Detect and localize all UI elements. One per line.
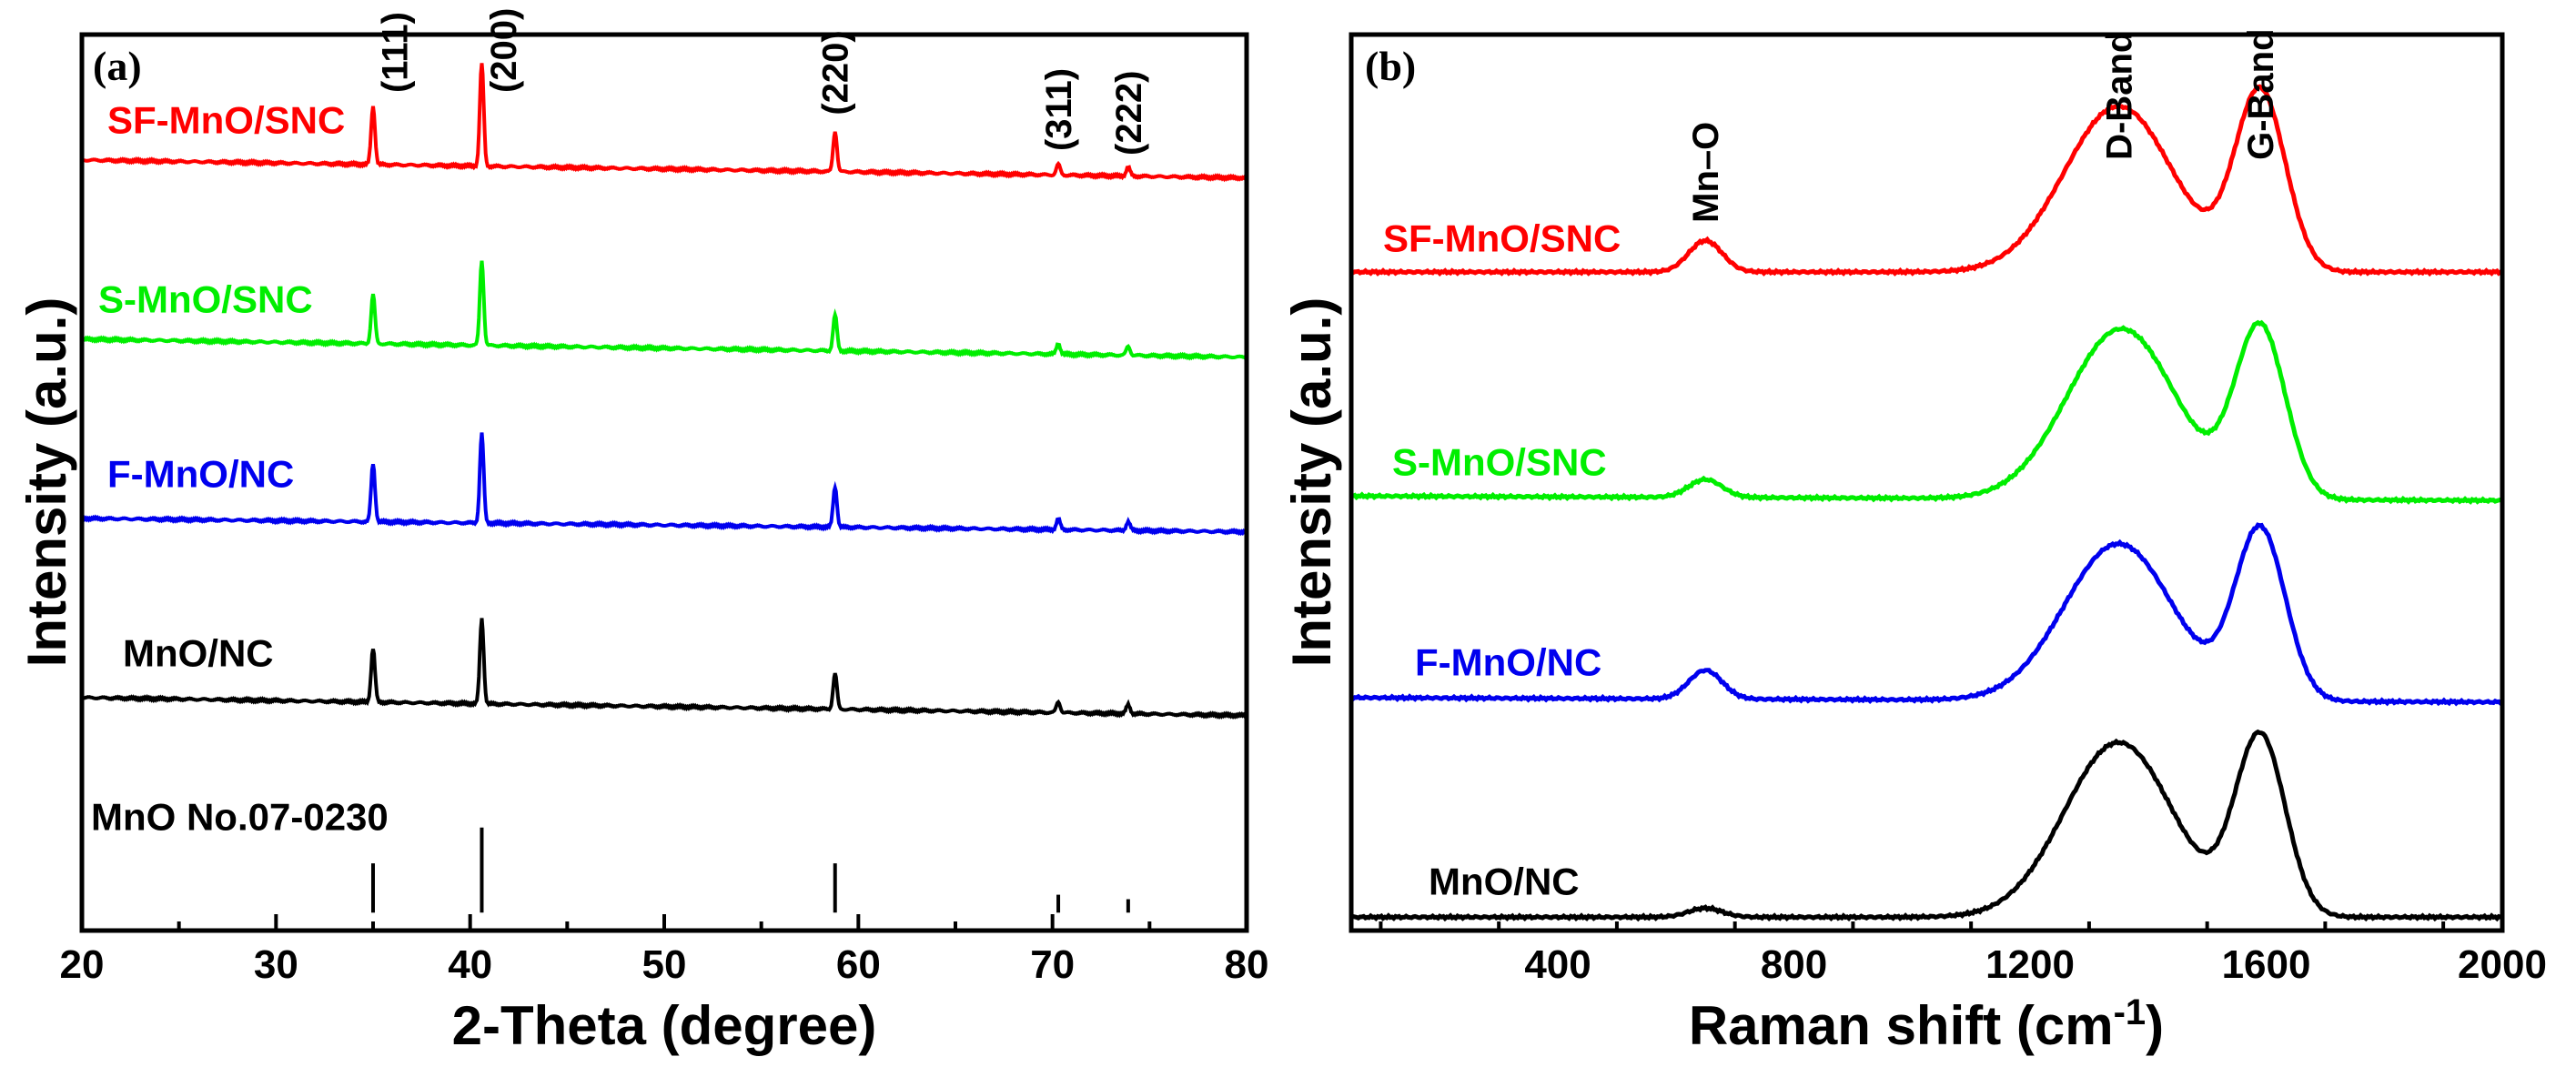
xrd-trace-f-mno-nc [80,432,1248,537]
panel-a-xrd: MnO No.07-0230 20 30 40 50 60 70 80 SF-MnO/SNC… [16,8,1268,1056]
panel-a-traces [80,63,1248,720]
panel-b-frame [1349,32,2505,933]
x-tick-label: 60 [836,942,881,987]
x-tick-label: 800 [1761,942,1827,987]
raman-trace-f-mno-nc [1349,522,2504,707]
raman-series-label: SF-MnO/SNC [1383,216,1621,259]
xrd-series-label: F-MnO/NC [107,452,294,495]
x-tick-label: 1600 [2222,942,2311,987]
panel-b-tag: (b) [1365,43,1416,89]
xrd-series-label: S-MnO/SNC [98,277,313,320]
panel-a-y-axis-label: Intensity (a.u.) [16,297,77,668]
panel-b-y-axis-label: Intensity (a.u.) [1281,297,1342,668]
x-tick-label: 40 [448,942,492,987]
panel-b-annotations: Mn–O D-Band G-Band [1686,28,2281,222]
panel-b-ticks: 400 800 1200 1600 2000 [1379,921,2547,987]
xrd-trace-mno-nc [81,618,1248,720]
reference-label: MnO No.07-0230 [91,796,389,839]
panel-b-x-axis-label: Raman shift (cm-1) [1689,992,2164,1056]
raman-trace-sf-mno-snc [1350,84,2503,277]
miller-index-label: (311) [1039,68,1079,151]
panel-b-raman: 400 800 1200 1600 2000 SF-MnO/SNC S-MnO/SNC F-… [1281,28,2547,1056]
panel-a-annotations: (111) (200) (220) (311) (222) [375,8,1148,156]
miller-index-label: (111) [375,12,415,93]
miller-index-label: (200) [484,8,524,93]
x-tick-label: 2000 [2458,942,2547,987]
x-tick-label: 80 [1225,942,1269,987]
raman-series-label: S-MnO/SNC [1392,441,1607,484]
panel-a-series-labels: SF-MnO/SNC S-MnO/SNC F-MnO/NC MnO/NC [98,98,345,674]
x-tick-label: 30 [254,942,298,987]
band-label: Mn–O [1686,122,1726,223]
x-tick-label: 50 [642,942,687,987]
panel-a-ticks: 20 30 40 50 60 70 80 [60,914,1269,987]
xrd-trace-sf-mno-snc [81,63,1248,183]
xrd-series-label: MnO/NC [123,631,274,674]
xrd-series-label: SF-MnO/SNC [107,98,345,141]
xrd-trace-s-mno-snc [80,260,1248,361]
x-tick-label: 20 [60,942,105,987]
panel-b-traces [1349,84,2504,922]
raman-trace-mno-nc [1350,729,2504,922]
x-tick-label: 1200 [1985,942,2075,987]
panel-b-series-labels: SF-MnO/SNC S-MnO/SNC F-MnO/NC MnO/NC [1383,216,1621,902]
panel-a-reference-lines: MnO No.07-0230 [91,796,1130,913]
raman-series-label: MnO/NC [1429,861,1580,903]
raman-trace-s-mno-snc [1349,319,2503,505]
raman-series-label: F-MnO/NC [1415,640,1601,683]
panel-a-tag: (a) [93,43,142,89]
panel-a-x-axis-label: 2-Theta (degree) [452,995,877,1056]
band-label: G-Band [2241,28,2281,159]
miller-index-label: (222) [1109,71,1149,156]
x-tick-label: 70 [1030,942,1075,987]
miller-index-label: (220) [816,30,856,115]
x-tick-label: 400 [1524,942,1591,987]
panel-a-frame [79,32,1249,933]
band-label: D-Band [2099,31,2139,160]
